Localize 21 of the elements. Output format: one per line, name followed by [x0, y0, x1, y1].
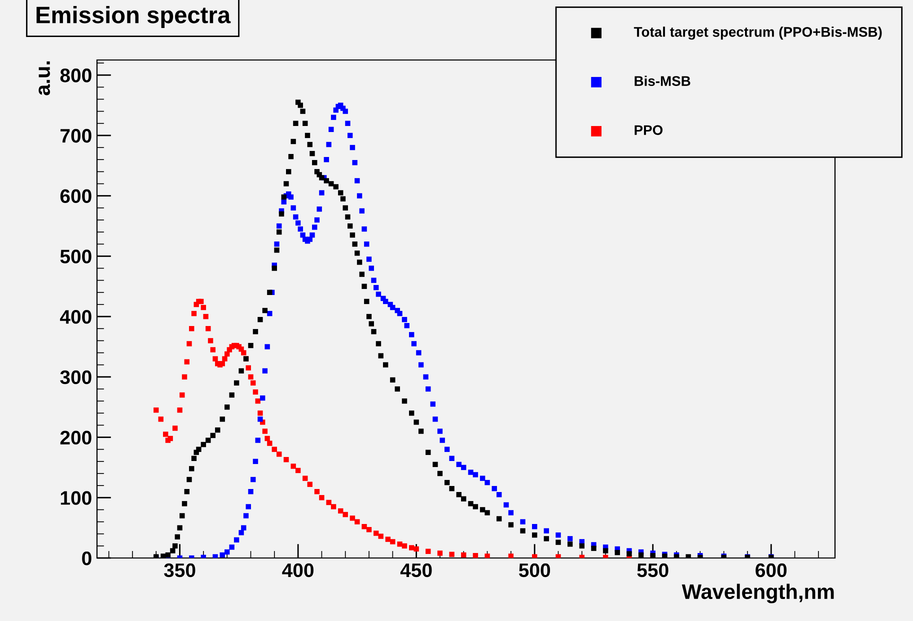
x-tick-label: 450: [400, 563, 432, 578]
y-tick-label: 400: [60, 310, 92, 324]
y-tick-label: 600: [60, 189, 92, 204]
chart-title: Emission spectra: [36, 6, 231, 28]
x-tick-label: 500: [518, 563, 550, 578]
x-tick-label: 550: [637, 563, 668, 578]
y-tick-label: 100: [60, 491, 92, 505]
x-tick-label: 350: [164, 563, 196, 578]
legend-label: Total target spectrum (PPO+Bis-MSB): [634, 26, 882, 40]
x-tick-label: 400: [282, 563, 314, 578]
y-tick-label: 700: [60, 128, 92, 143]
legend-label: PPO: [634, 125, 663, 136]
y-tick-label: 500: [60, 250, 92, 264]
y-tick-label: 0: [82, 551, 92, 566]
y-tick-label: 800: [60, 68, 92, 82]
y-axis-title: a.u.: [38, 61, 50, 96]
y-tick-label: 200: [60, 430, 92, 445]
x-tick-label: 600: [756, 563, 787, 578]
legend-label: Bis-MSB: [634, 76, 690, 86]
y-tick-label: 300: [60, 370, 92, 384]
x-axis-title: Wavelength,nm: [682, 584, 834, 604]
